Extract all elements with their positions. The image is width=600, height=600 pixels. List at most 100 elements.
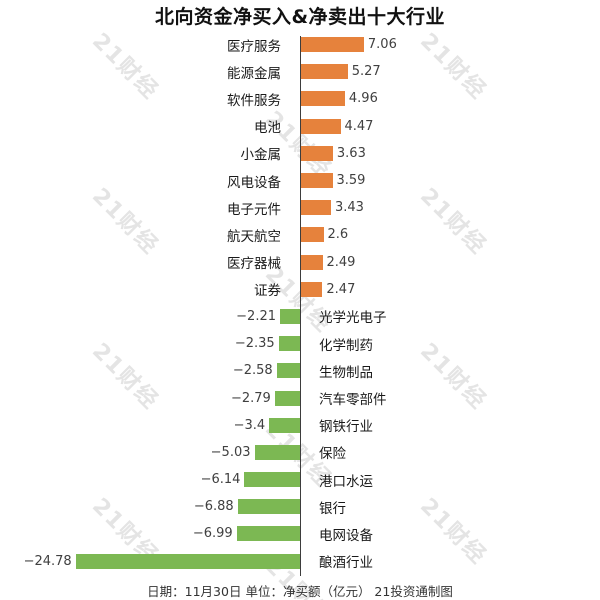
category-label: 能源金属 bbox=[227, 65, 281, 82]
category-label: 电子元件 bbox=[227, 201, 281, 218]
bar-row: −2.21 光学光电子 bbox=[0, 303, 600, 330]
category-label: 光学光电子 bbox=[319, 310, 387, 327]
category-label: 航天航空 bbox=[227, 228, 281, 245]
category-label: 港口水运 bbox=[319, 473, 373, 490]
chart-title: 北向资金净买入&净卖出十大行业 bbox=[154, 6, 446, 28]
bar bbox=[254, 444, 300, 460]
bar bbox=[300, 254, 323, 270]
bar bbox=[75, 553, 300, 569]
bar bbox=[300, 227, 324, 243]
category-label: 保险 bbox=[319, 446, 346, 463]
value-label: 3.63 bbox=[336, 145, 366, 161]
bar-row: 风电设备 3.59 bbox=[0, 167, 600, 194]
row-left-half: −5.03 bbox=[0, 444, 300, 460]
bar bbox=[300, 64, 348, 80]
row-right-half: 4.47 bbox=[300, 118, 600, 134]
row-right-half: 生物制品 bbox=[300, 361, 600, 381]
category-label: 汽车零部件 bbox=[319, 392, 387, 409]
category-label: 钢铁行业 bbox=[319, 419, 373, 436]
zero-axis-line bbox=[300, 36, 301, 576]
row-right-half: 3.59 bbox=[300, 173, 600, 189]
value-label: −2.35 bbox=[234, 336, 275, 352]
row-left-half: 医疗服务 bbox=[0, 35, 300, 55]
bar bbox=[269, 417, 300, 433]
bar bbox=[300, 173, 333, 189]
bar-row: 医疗服务 7.06 bbox=[0, 31, 600, 58]
bar-row: 软件服务 4.96 bbox=[0, 85, 600, 112]
bar-row: 电池 4.47 bbox=[0, 113, 600, 140]
value-label: 7.06 bbox=[367, 37, 397, 53]
row-right-half: 保险 bbox=[300, 442, 600, 462]
row-left-half: −2.35 bbox=[0, 336, 300, 352]
row-left-half: −6.14 bbox=[0, 472, 300, 488]
value-label: −2.58 bbox=[232, 363, 273, 379]
bar-row: 医疗器械 2.49 bbox=[0, 249, 600, 276]
category-label: 证券 bbox=[254, 283, 281, 300]
row-right-half: 2.47 bbox=[300, 281, 600, 297]
row-right-half: 光学光电子 bbox=[300, 306, 600, 326]
row-right-half: 2.6 bbox=[300, 227, 600, 243]
row-right-half: 化学制药 bbox=[300, 334, 600, 354]
row-left-half: 风电设备 bbox=[0, 171, 300, 191]
value-label: 2.47 bbox=[326, 281, 356, 297]
row-right-half: 3.63 bbox=[300, 145, 600, 161]
row-right-half: 钢铁行业 bbox=[300, 415, 600, 435]
bar bbox=[237, 499, 300, 515]
category-label: 银行 bbox=[319, 500, 346, 517]
bar bbox=[276, 363, 300, 379]
row-right-half: 2.49 bbox=[300, 254, 600, 270]
bar-row: −6.99 电网设备 bbox=[0, 520, 600, 547]
bar bbox=[236, 526, 300, 542]
bar bbox=[280, 308, 300, 324]
bar-row: −2.58 生物制品 bbox=[0, 357, 600, 384]
value-label: −24.78 bbox=[23, 553, 72, 569]
row-left-half: 软件服务 bbox=[0, 89, 300, 109]
row-right-half: 银行 bbox=[300, 497, 600, 517]
category-label: 软件服务 bbox=[227, 92, 281, 109]
row-left-half: 小金属 bbox=[0, 143, 300, 163]
value-label: −6.88 bbox=[193, 499, 234, 515]
bar-row: −6.88 银行 bbox=[0, 493, 600, 520]
category-label: 电网设备 bbox=[319, 527, 373, 544]
value-label: 4.96 bbox=[348, 91, 378, 107]
category-label: 生物制品 bbox=[319, 364, 373, 381]
value-label: 2.6 bbox=[327, 227, 349, 243]
row-left-half: −24.78 bbox=[0, 553, 300, 569]
category-label: 医疗器械 bbox=[227, 256, 281, 273]
bar-row: 小金属 3.63 bbox=[0, 140, 600, 167]
value-label: −6.99 bbox=[192, 526, 233, 542]
category-label: 酿酒行业 bbox=[319, 555, 373, 572]
value-label: −5.03 bbox=[210, 444, 251, 460]
value-label: 4.47 bbox=[344, 118, 374, 134]
value-label: 2.49 bbox=[326, 254, 356, 270]
value-label: −6.14 bbox=[200, 472, 241, 488]
row-left-half: −6.99 bbox=[0, 526, 300, 542]
value-label: −3.4 bbox=[233, 417, 266, 433]
bar bbox=[300, 145, 333, 161]
bar bbox=[300, 118, 341, 134]
bar-row: −5.03 保险 bbox=[0, 439, 600, 466]
bar-rows: 医疗服务 7.06 能源金属 5.27 软件服务 4.96 电池 4.47 小金属 3.63 风电设… bbox=[0, 31, 600, 575]
bar-row: −2.35 化学制药 bbox=[0, 330, 600, 357]
value-label: −2.21 bbox=[236, 308, 276, 324]
value-label: 5.27 bbox=[351, 64, 381, 80]
bar-row: 能源金属 5.27 bbox=[0, 58, 600, 85]
row-left-half: −2.21 bbox=[0, 308, 300, 324]
row-right-half: 汽车零部件 bbox=[300, 388, 600, 408]
row-left-half: 电池 bbox=[0, 116, 300, 136]
bar bbox=[300, 37, 364, 53]
row-left-half: 航天航空 bbox=[0, 225, 300, 245]
category-label: 化学制药 bbox=[319, 337, 373, 354]
row-right-half: 3.43 bbox=[300, 200, 600, 216]
row-right-half: 4.96 bbox=[300, 91, 600, 107]
row-right-half: 7.06 bbox=[300, 37, 600, 53]
bar-row: 航天航空 2.6 bbox=[0, 221, 600, 248]
bar-row: −2.79 汽车零部件 bbox=[0, 384, 600, 411]
chart-caption: 日期：11月30日 单位：净买额（亿元） 21投资通制图 bbox=[147, 584, 453, 599]
bar bbox=[274, 390, 300, 406]
row-left-half: −2.58 bbox=[0, 363, 300, 379]
bar-row: −24.78 酿酒行业 bbox=[0, 548, 600, 575]
bar bbox=[300, 91, 345, 107]
bar-row: 证券 2.47 bbox=[0, 276, 600, 303]
